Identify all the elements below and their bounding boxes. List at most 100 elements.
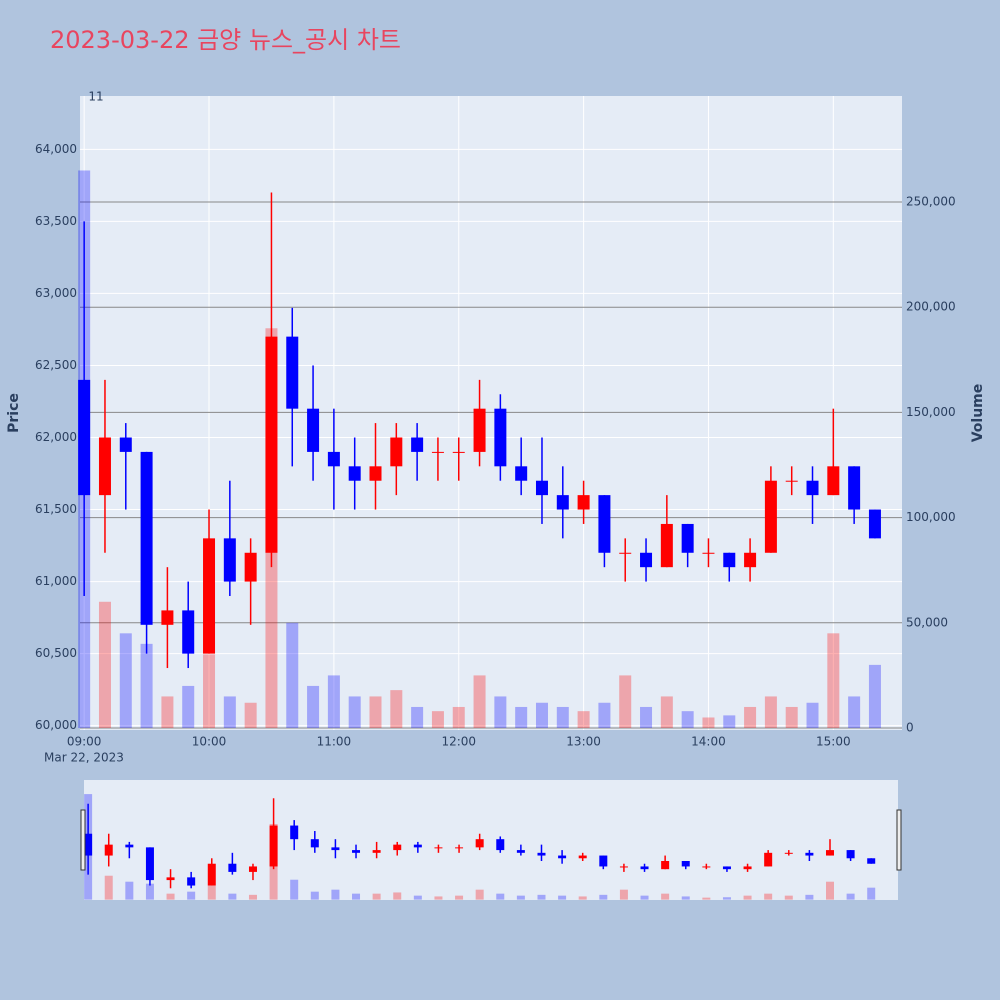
candle-body (307, 408, 320, 452)
y2-tick-label: 200,000 (906, 300, 956, 314)
slider-volume-bar (681, 896, 690, 900)
candle-body (161, 610, 174, 625)
volume-bar (598, 702, 611, 729)
slider-volume-bar (145, 883, 154, 900)
slider-volume-bar (558, 895, 567, 900)
candle-body (535, 480, 548, 496)
candle-body (764, 480, 777, 553)
candle-body (265, 336, 278, 553)
volume-bar (619, 675, 632, 729)
range-handle[interactable] (896, 809, 902, 871)
candle-body (286, 336, 299, 409)
volume-bar (640, 706, 653, 729)
volume-bar (244, 702, 257, 729)
y-tick-label: 61,500 (35, 502, 77, 516)
slider-candle-body (825, 850, 834, 856)
volume-bar (98, 601, 111, 729)
volume-bar (161, 696, 174, 729)
volume-bar (411, 706, 424, 729)
slider-volume-bar (228, 893, 237, 900)
volume-bar (702, 717, 715, 729)
candle-body (702, 552, 715, 554)
volume-bar (848, 696, 861, 729)
volume-bar (494, 696, 507, 729)
range-handle[interactable] (80, 809, 86, 871)
candle-body (119, 437, 132, 452)
candle-body (744, 552, 757, 568)
y-tick-label: 62,500 (35, 358, 77, 372)
volume-bar (785, 706, 798, 729)
candle-body (203, 538, 216, 654)
slider-candle-body (516, 850, 525, 853)
slider-volume-bar (310, 891, 319, 900)
y-tick-label: 63,000 (35, 286, 77, 300)
x-tick-label: 10:00 (192, 735, 227, 749)
slider-candle-body (619, 866, 628, 868)
candle-body (473, 408, 486, 452)
range-slider[interactable] (84, 780, 898, 900)
chart-title: 2023-03-22 금양 뉴스_공시 차트 (50, 26, 401, 54)
y-tick-label: 60,500 (35, 646, 77, 660)
candle-body (806, 480, 819, 496)
slider-volume-bar (578, 896, 587, 900)
candle-body (369, 466, 382, 481)
candle-body (556, 495, 569, 510)
slider-volume-bar (413, 895, 422, 900)
volume-bar (806, 702, 819, 729)
slider-candle-body (434, 847, 443, 849)
volume-bar (827, 633, 840, 729)
y-tick-label: 62,000 (35, 430, 77, 444)
volume-bar (556, 706, 569, 729)
slider-candle-body (331, 847, 340, 851)
slider-candle-body (722, 866, 731, 870)
slider-candle-body (496, 839, 505, 851)
slider-candle-body (145, 847, 154, 881)
slider-candle-body (372, 850, 381, 853)
slider-candle-body (640, 866, 649, 870)
volume-bar (223, 696, 236, 729)
candle-body (723, 552, 736, 568)
slider-volume-bar (248, 894, 257, 900)
slider-candle-body (207, 863, 216, 886)
slider-volume-bar (846, 893, 855, 900)
volume-bar (660, 696, 673, 729)
y2-tick-label: 150,000 (906, 405, 956, 419)
candle-body (78, 379, 91, 496)
candle-body (348, 466, 361, 481)
slider-candle-body (166, 877, 175, 881)
x-tick-label: 14:00 (691, 735, 726, 749)
slider-volume-bar (661, 893, 670, 900)
slider-volume-bar (352, 893, 361, 900)
volume-bar (473, 675, 486, 729)
y-tick-label: 61,000 (35, 574, 77, 588)
slider-candle-body (310, 839, 319, 848)
slider-volume-bar (825, 881, 834, 900)
slider-volume-bar (702, 897, 711, 900)
y2-tick-label: 250,000 (906, 195, 956, 209)
candle-body (223, 538, 236, 582)
slider-candle-body (702, 866, 711, 868)
y-axis-title: Price (6, 393, 22, 433)
x-date-label: Mar 22, 2023 (44, 751, 124, 765)
slider-volume-bar (784, 895, 793, 900)
slider-volume-bar (516, 895, 525, 900)
x-tick-label: 15:00 (816, 735, 851, 749)
y2-axis-title: Volume (970, 384, 986, 443)
slider-candle-body (187, 877, 196, 886)
volume-bar (307, 685, 320, 729)
slider-volume-bar (619, 889, 628, 900)
x-tick-label: 12:00 (441, 735, 476, 749)
slider-candle-body (764, 852, 773, 867)
x-tick-label: 11:00 (317, 735, 352, 749)
slider-volume-bar (187, 891, 196, 900)
slider-volume-bar (764, 893, 773, 900)
candle-body (452, 451, 465, 453)
slider-volume-bar (372, 893, 381, 900)
slider-candle-body (269, 825, 278, 867)
slider-candle-body (393, 844, 402, 851)
x-tick-label: 09:00 (67, 735, 102, 749)
slider-candle-body (599, 855, 608, 867)
slider-candle-body (578, 855, 587, 859)
volume-bar (431, 711, 444, 729)
